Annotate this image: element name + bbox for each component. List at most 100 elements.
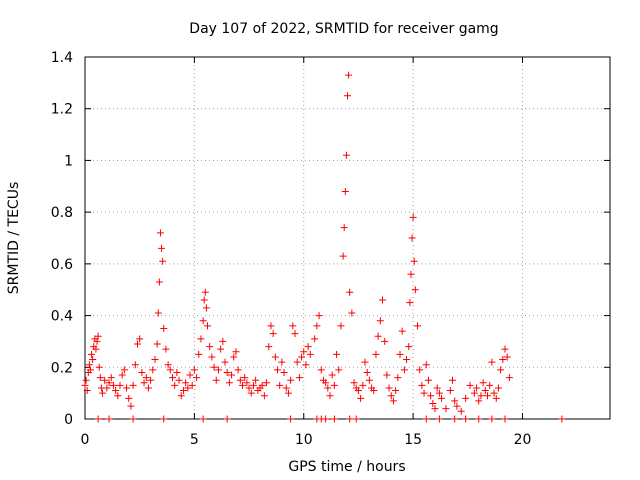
data-point: [370, 387, 378, 395]
data-point: [134, 340, 141, 348]
data-point: [101, 376, 109, 384]
data-point: [99, 389, 106, 397]
data-point: [105, 415, 113, 423]
data-point: [236, 376, 244, 384]
data-point: [306, 350, 314, 358]
data-point: [206, 343, 214, 351]
data-point: [381, 337, 389, 345]
data-point: [265, 343, 273, 351]
data-point: [418, 381, 426, 389]
data-point: [105, 379, 113, 387]
data-point: [449, 376, 456, 384]
data-point: [95, 363, 103, 371]
data-point: [442, 405, 450, 413]
data-point: [470, 389, 478, 397]
data-point: [451, 397, 459, 405]
data-point: [422, 415, 430, 423]
data-point: [435, 389, 443, 397]
x-tick-label: 15: [404, 432, 422, 448]
data-point: [424, 376, 432, 384]
data-point: [345, 71, 353, 79]
y-tick-label: 0.4: [51, 309, 73, 325]
data-point: [324, 384, 332, 392]
data-point: [410, 257, 418, 265]
data-point: [131, 361, 139, 369]
data-point: [429, 399, 437, 407]
data-point: [350, 379, 358, 387]
data-point: [173, 368, 181, 376]
data-point: [501, 345, 509, 353]
data-point: [330, 415, 338, 423]
data-point: [166, 366, 174, 374]
data-point: [344, 92, 351, 100]
data-point: [136, 335, 144, 343]
data-point: [300, 348, 308, 356]
data-point: [340, 224, 348, 232]
data-point: [414, 322, 421, 330]
data-point: [160, 325, 168, 332]
y-tick-label: 0.2: [51, 360, 73, 376]
data-point: [341, 187, 349, 195]
data-point: [247, 389, 255, 397]
data-point: [409, 213, 417, 221]
data-point: [499, 356, 507, 364]
data-point: [138, 368, 146, 376]
data-point: [394, 374, 402, 382]
data-point: [365, 376, 373, 384]
data-point: [503, 353, 511, 361]
data-point: [372, 350, 380, 358]
data-point: [387, 392, 395, 400]
data-point: [298, 353, 306, 361]
data-point: [315, 312, 323, 320]
data-point: [287, 376, 295, 384]
y-tick-label: 1.2: [51, 102, 73, 118]
data-point: [214, 366, 222, 374]
data-point: [142, 374, 150, 382]
data-point: [433, 384, 441, 392]
data-point: [88, 350, 96, 358]
data-point: [438, 394, 446, 402]
data-point: [147, 376, 155, 384]
data-point: [473, 384, 481, 392]
data-point: [269, 330, 277, 338]
data-point: [202, 304, 210, 312]
data-point: [322, 379, 330, 387]
data-point: [330, 381, 338, 389]
data-point: [175, 376, 183, 384]
data-point: [156, 229, 164, 237]
data-point: [488, 415, 496, 423]
data-point: [481, 387, 489, 395]
data-point: [232, 348, 240, 356]
data-point: [291, 330, 299, 338]
data-point: [435, 415, 443, 423]
data-point: [116, 381, 124, 389]
data-point: [208, 353, 216, 361]
data-point: [494, 384, 502, 392]
data-point: [184, 384, 192, 392]
data-point: [497, 366, 505, 374]
data-point: [123, 384, 131, 392]
data-point: [212, 376, 220, 384]
data-point: [408, 234, 416, 242]
data-point: [446, 387, 454, 395]
data-point: [190, 366, 198, 374]
data-point: [293, 358, 301, 366]
data-point: [164, 361, 172, 369]
data-point: [333, 350, 341, 358]
data-point: [311, 335, 319, 343]
data-point: [260, 392, 268, 400]
data-point: [271, 353, 279, 361]
x-tick-label: 0: [81, 432, 90, 448]
y-tick-label: 0.8: [51, 205, 73, 221]
data-point: [505, 374, 513, 382]
data-point: [199, 317, 207, 325]
x-axis-title: GPS time / hours: [288, 459, 405, 475]
data-point: [199, 415, 207, 423]
data-point: [223, 415, 231, 423]
data-point: [217, 345, 225, 353]
data-point: [241, 374, 249, 382]
data-point: [462, 394, 470, 402]
data-point: [114, 392, 122, 400]
data-point: [475, 415, 483, 423]
